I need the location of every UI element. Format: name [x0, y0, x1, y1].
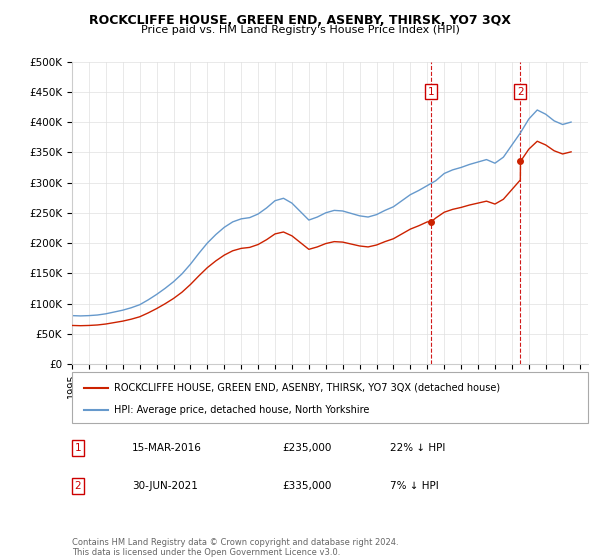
Text: ROCKCLIFFE HOUSE, GREEN END, ASENBY, THIRSK, YO7 3QX: ROCKCLIFFE HOUSE, GREEN END, ASENBY, THI… — [89, 14, 511, 27]
Text: 1: 1 — [74, 443, 82, 453]
Text: 2: 2 — [517, 87, 524, 97]
Text: 30-JUN-2021: 30-JUN-2021 — [132, 481, 198, 491]
Text: 1: 1 — [428, 87, 434, 97]
Text: 22% ↓ HPI: 22% ↓ HPI — [390, 443, 445, 453]
Text: ROCKCLIFFE HOUSE, GREEN END, ASENBY, THIRSK, YO7 3QX (detached house): ROCKCLIFFE HOUSE, GREEN END, ASENBY, THI… — [114, 382, 500, 393]
Text: £335,000: £335,000 — [282, 481, 331, 491]
Text: £235,000: £235,000 — [282, 443, 331, 453]
Text: HPI: Average price, detached house, North Yorkshire: HPI: Average price, detached house, Nort… — [114, 405, 370, 415]
Text: 15-MAR-2016: 15-MAR-2016 — [132, 443, 202, 453]
Text: Price paid vs. HM Land Registry's House Price Index (HPI): Price paid vs. HM Land Registry's House … — [140, 25, 460, 35]
Text: Contains HM Land Registry data © Crown copyright and database right 2024.
This d: Contains HM Land Registry data © Crown c… — [72, 538, 398, 557]
Text: 7% ↓ HPI: 7% ↓ HPI — [390, 481, 439, 491]
Text: 2: 2 — [74, 481, 82, 491]
